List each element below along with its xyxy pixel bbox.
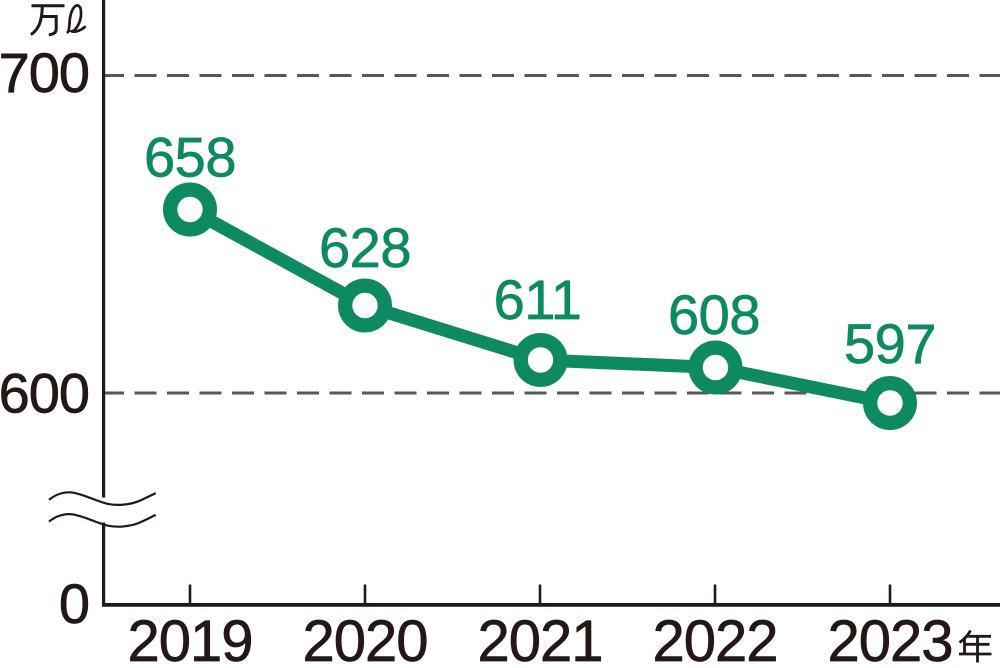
svg-text:0: 0 (59, 572, 89, 635)
svg-text:611: 611 (494, 268, 582, 331)
svg-text:700: 700 (0, 41, 89, 104)
svg-text:608: 608 (668, 283, 760, 346)
svg-text:2023: 2023 (827, 609, 952, 668)
svg-text:2021: 2021 (477, 609, 602, 668)
svg-text:628: 628 (319, 216, 411, 279)
svg-text:2020: 2020 (302, 609, 427, 668)
svg-text:658: 658 (144, 126, 236, 189)
svg-text:600: 600 (0, 362, 89, 425)
svg-text:2022: 2022 (652, 609, 777, 668)
svg-text:597: 597 (844, 312, 936, 375)
svg-text:2019: 2019 (127, 609, 252, 668)
